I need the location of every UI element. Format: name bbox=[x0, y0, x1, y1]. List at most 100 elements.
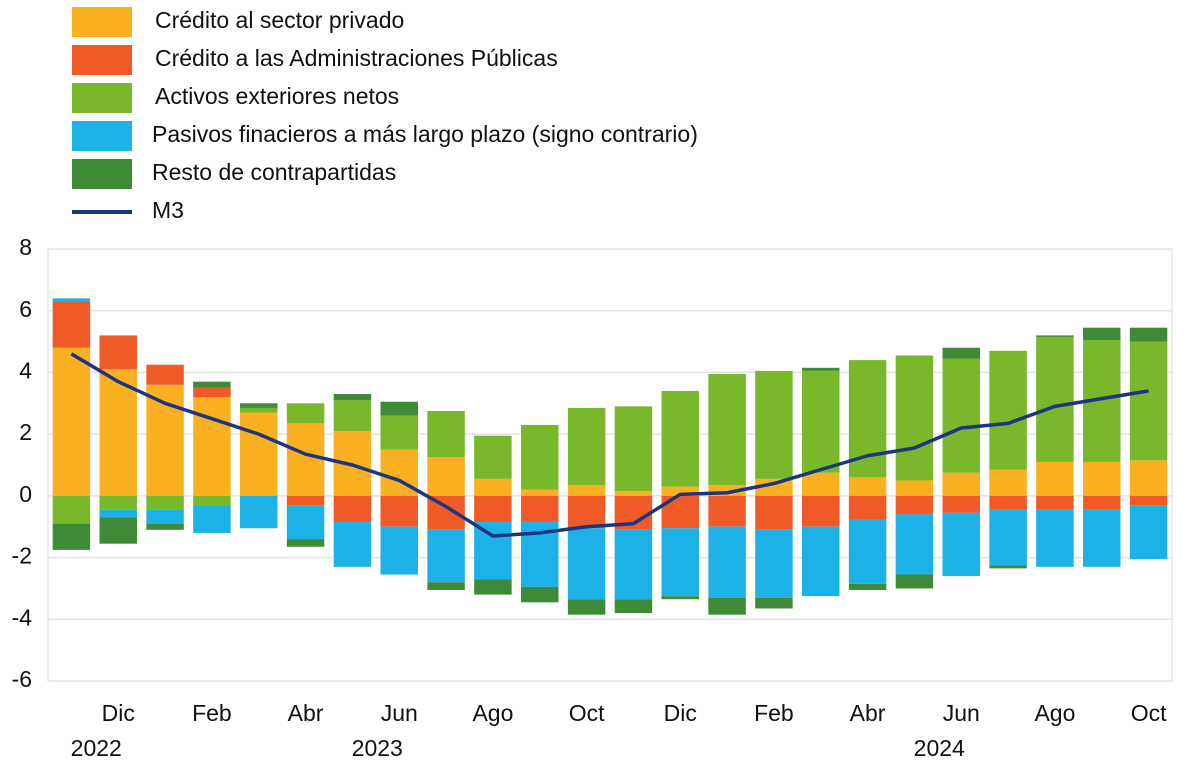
bar-segment bbox=[661, 596, 699, 600]
bar-segment bbox=[380, 526, 418, 575]
bar-segment bbox=[708, 526, 746, 598]
x-tick-label: Dic bbox=[102, 700, 135, 726]
bar-segment bbox=[474, 495, 512, 523]
bar-segment bbox=[755, 478, 793, 496]
bar-segment bbox=[848, 495, 887, 519]
bar-segment bbox=[521, 424, 559, 490]
bar-segment bbox=[942, 495, 980, 513]
bar-segment bbox=[240, 412, 278, 496]
bar-segment bbox=[146, 364, 184, 385]
bar-segment bbox=[567, 495, 606, 529]
bar-segment bbox=[989, 565, 1027, 569]
bar-segment bbox=[942, 347, 980, 359]
bar-segment bbox=[942, 512, 980, 577]
bar-segment bbox=[1083, 461, 1121, 496]
bar-segment bbox=[99, 335, 137, 370]
bar-segment bbox=[1083, 509, 1121, 567]
x-tick-label: Ago bbox=[1034, 700, 1075, 726]
bar-segment bbox=[708, 373, 746, 486]
bar-segment bbox=[895, 355, 934, 481]
bar-segment bbox=[567, 485, 606, 496]
bar-segment bbox=[286, 403, 325, 424]
bar-segment bbox=[240, 403, 278, 408]
bar-segment bbox=[1129, 341, 1168, 461]
bar-segment bbox=[989, 350, 1027, 470]
bar-segment bbox=[193, 505, 231, 533]
bar-segment bbox=[333, 400, 372, 432]
bar-segment bbox=[895, 480, 934, 496]
bar-segment bbox=[1129, 505, 1168, 560]
bar-segment bbox=[52, 298, 91, 302]
legend-label: Resto de contrapartidas bbox=[152, 159, 396, 185]
legend-swatch bbox=[72, 83, 132, 113]
bar-segment bbox=[427, 457, 465, 496]
bar-segment bbox=[567, 528, 606, 600]
bar-segment bbox=[1036, 461, 1074, 496]
bar-segment bbox=[614, 599, 653, 614]
bar-segment bbox=[333, 522, 372, 567]
legend-label: Crédito a las Administraciones Públicas bbox=[155, 45, 558, 71]
x-tick-label: Ago bbox=[472, 700, 513, 726]
bar-segment bbox=[661, 486, 699, 496]
y-tick-label: 0 bbox=[19, 481, 32, 507]
bar-segment bbox=[989, 509, 1027, 566]
bar-segment bbox=[193, 397, 231, 496]
bar-segment bbox=[661, 390, 699, 487]
bar-segment bbox=[286, 495, 325, 506]
y-tick-label: -2 bbox=[12, 543, 32, 569]
bar-segment bbox=[802, 370, 840, 473]
bar-segment bbox=[380, 401, 418, 416]
y-tick-label: -6 bbox=[12, 666, 32, 692]
bar-segment bbox=[474, 478, 512, 496]
bar-segment bbox=[146, 495, 184, 510]
year-label: 2022 bbox=[71, 735, 122, 761]
bar-segment bbox=[708, 485, 746, 496]
x-tick-label: Abr bbox=[850, 700, 886, 726]
bar-segment bbox=[1083, 495, 1121, 510]
y-tick-label: 4 bbox=[19, 358, 32, 384]
bar-segment bbox=[427, 529, 465, 583]
bar-segment bbox=[99, 495, 137, 510]
legend-label: Crédito al sector privado bbox=[155, 7, 404, 33]
bar-segment bbox=[661, 528, 699, 597]
bar-segment bbox=[848, 477, 887, 496]
bar-segment bbox=[333, 394, 372, 401]
bar-segment bbox=[52, 495, 91, 524]
bar-segment bbox=[567, 599, 606, 615]
bar-segment bbox=[755, 529, 793, 598]
bar-segment bbox=[848, 519, 887, 584]
bar-segment bbox=[708, 597, 746, 615]
bar-segment bbox=[240, 495, 278, 529]
bar-segment bbox=[989, 495, 1027, 510]
legend-swatch bbox=[72, 159, 132, 189]
x-tick-label: Jun bbox=[381, 700, 418, 726]
bar-segment bbox=[99, 517, 137, 544]
bar-segment bbox=[146, 509, 184, 524]
legend-swatch bbox=[72, 45, 132, 75]
bar-segment bbox=[427, 582, 465, 590]
bar-segment bbox=[427, 411, 465, 458]
bar-segment bbox=[52, 301, 91, 348]
bar-segment bbox=[286, 423, 325, 496]
bar-segment bbox=[146, 523, 184, 530]
bar-segment bbox=[380, 415, 418, 450]
bar-segment bbox=[802, 367, 840, 371]
bar-segment bbox=[1083, 327, 1121, 341]
bar-segment bbox=[380, 495, 418, 527]
bar-segment bbox=[614, 529, 653, 600]
bar-segment bbox=[755, 370, 793, 479]
x-tick-label: Dic bbox=[664, 700, 697, 726]
bar-segment bbox=[99, 509, 137, 518]
y-tick-label: 2 bbox=[19, 419, 32, 445]
y-tick-label: 8 bbox=[19, 234, 32, 260]
bar-segment bbox=[895, 574, 934, 589]
bar-segment bbox=[474, 579, 512, 595]
legend-swatch bbox=[72, 7, 132, 37]
x-tick-label: Oct bbox=[1131, 700, 1167, 726]
bar-segment bbox=[1129, 495, 1168, 506]
bar-segment bbox=[895, 495, 934, 515]
bar-segment bbox=[802, 526, 840, 597]
bar-segment bbox=[286, 539, 325, 547]
bar-segment bbox=[193, 387, 231, 398]
